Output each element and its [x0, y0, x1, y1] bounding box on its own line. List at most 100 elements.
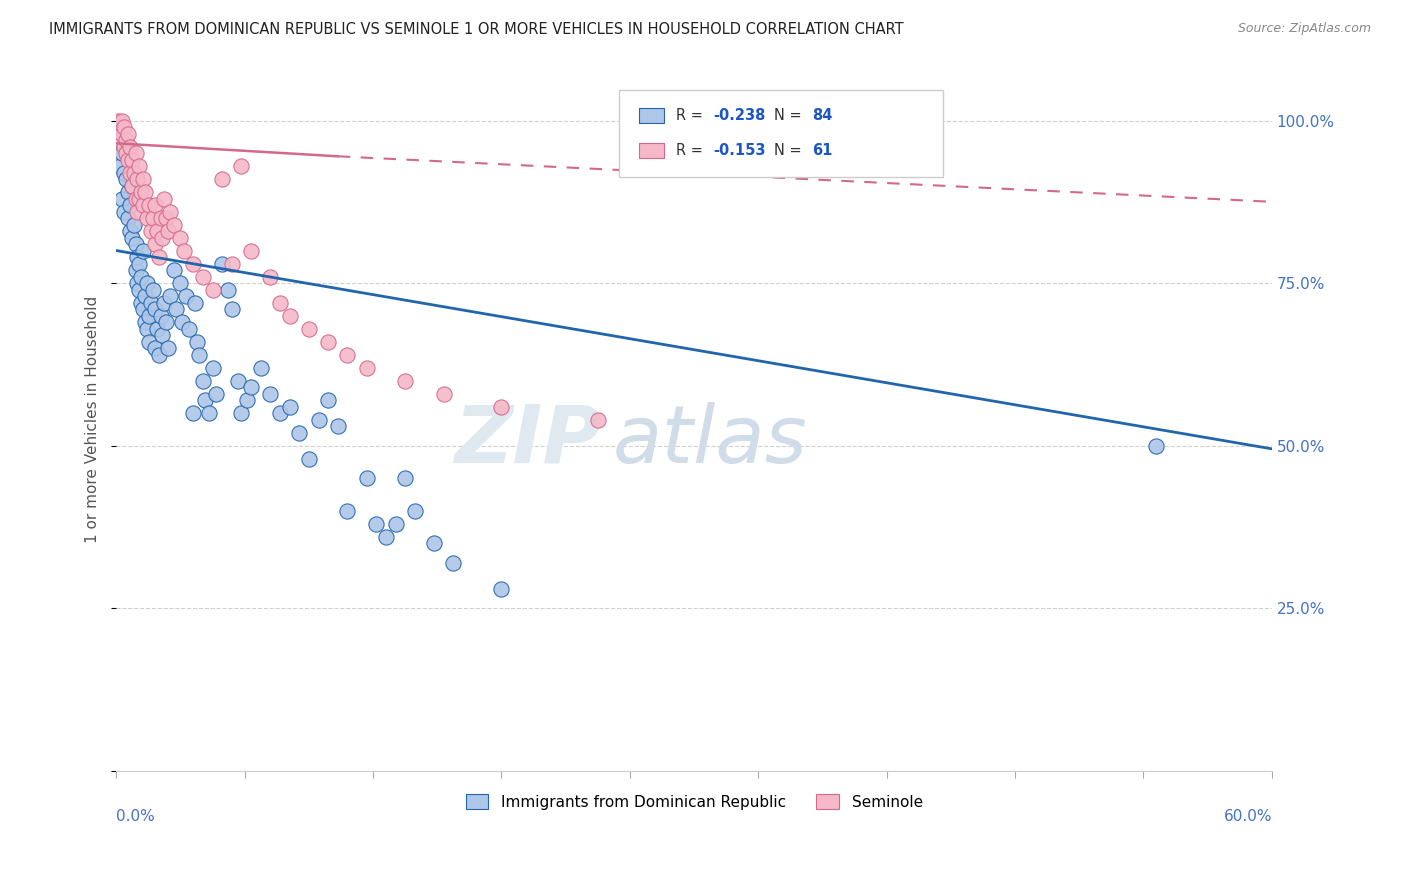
Point — [108, 120, 131, 134]
Point — [115, 172, 138, 186]
Point — [278, 400, 301, 414]
Point — [316, 393, 339, 408]
Point — [122, 218, 145, 232]
Point — [127, 250, 149, 264]
Point — [139, 295, 162, 310]
Point — [149, 211, 172, 225]
Point — [112, 139, 135, 153]
Point — [211, 256, 233, 270]
Point — [249, 360, 271, 375]
Text: atlas: atlas — [613, 401, 808, 480]
Point — [111, 127, 134, 141]
Point — [128, 192, 150, 206]
Text: ZIP: ZIP — [454, 401, 602, 480]
Legend: Immigrants from Dominican Republic, Seminole: Immigrants from Dominican Republic, Semi… — [460, 788, 929, 815]
Point — [201, 360, 224, 375]
Point — [374, 530, 396, 544]
Point — [112, 120, 135, 134]
Point — [127, 276, 149, 290]
Point — [121, 178, 143, 193]
Point — [159, 289, 181, 303]
Point — [128, 283, 150, 297]
Point — [336, 503, 359, 517]
Point — [188, 348, 211, 362]
Point — [184, 295, 207, 310]
Point — [139, 224, 162, 238]
Point — [107, 120, 129, 134]
FancyBboxPatch shape — [619, 89, 942, 178]
Point — [356, 471, 378, 485]
Point — [136, 211, 159, 225]
Point — [174, 289, 197, 303]
Point — [384, 516, 406, 531]
Point — [115, 146, 138, 161]
Point — [142, 283, 165, 297]
Point — [269, 295, 291, 310]
Point — [231, 406, 253, 420]
Point — [356, 360, 378, 375]
Point — [143, 198, 166, 212]
Point — [148, 348, 170, 362]
Point — [153, 192, 176, 206]
Point — [132, 172, 155, 186]
Point — [240, 244, 263, 258]
Point — [117, 153, 139, 167]
Point — [152, 328, 174, 343]
Point — [128, 159, 150, 173]
Point — [163, 263, 186, 277]
Point — [138, 198, 160, 212]
Text: N =: N = — [773, 108, 806, 123]
Point — [1144, 439, 1167, 453]
Point — [155, 315, 177, 329]
Point — [278, 309, 301, 323]
Point — [165, 302, 187, 317]
Point — [136, 276, 159, 290]
Point — [259, 386, 281, 401]
Point — [194, 393, 217, 408]
Point — [131, 295, 153, 310]
Point — [121, 153, 143, 167]
Point — [170, 315, 193, 329]
Point — [366, 516, 388, 531]
Point — [117, 127, 139, 141]
Point — [153, 295, 176, 310]
Point — [127, 204, 149, 219]
Point — [394, 471, 416, 485]
Point — [155, 211, 177, 225]
Point — [441, 556, 464, 570]
Point — [157, 341, 180, 355]
Point — [122, 165, 145, 179]
Point — [169, 276, 191, 290]
Point — [779, 101, 801, 115]
Point — [191, 269, 214, 284]
Point — [226, 374, 249, 388]
Point — [111, 192, 134, 206]
Point — [326, 419, 349, 434]
Point — [148, 250, 170, 264]
Point — [157, 224, 180, 238]
Text: N =: N = — [773, 144, 806, 158]
Point — [211, 172, 233, 186]
Point — [115, 139, 138, 153]
Point — [115, 133, 138, 147]
Y-axis label: 1 or more Vehicles in Household: 1 or more Vehicles in Household — [86, 296, 100, 543]
Point — [108, 133, 131, 147]
Point — [107, 113, 129, 128]
Point — [118, 165, 141, 179]
Point — [205, 386, 228, 401]
Point — [142, 211, 165, 225]
Point — [131, 185, 153, 199]
Point — [121, 178, 143, 193]
Point — [240, 380, 263, 394]
Point — [186, 334, 208, 349]
Point — [132, 244, 155, 258]
Text: 84: 84 — [811, 108, 832, 123]
Point — [118, 139, 141, 153]
Point — [127, 172, 149, 186]
Point — [298, 321, 321, 335]
Point — [128, 256, 150, 270]
Point — [316, 334, 339, 349]
Point — [288, 425, 311, 440]
Point — [179, 321, 201, 335]
Point — [117, 211, 139, 225]
